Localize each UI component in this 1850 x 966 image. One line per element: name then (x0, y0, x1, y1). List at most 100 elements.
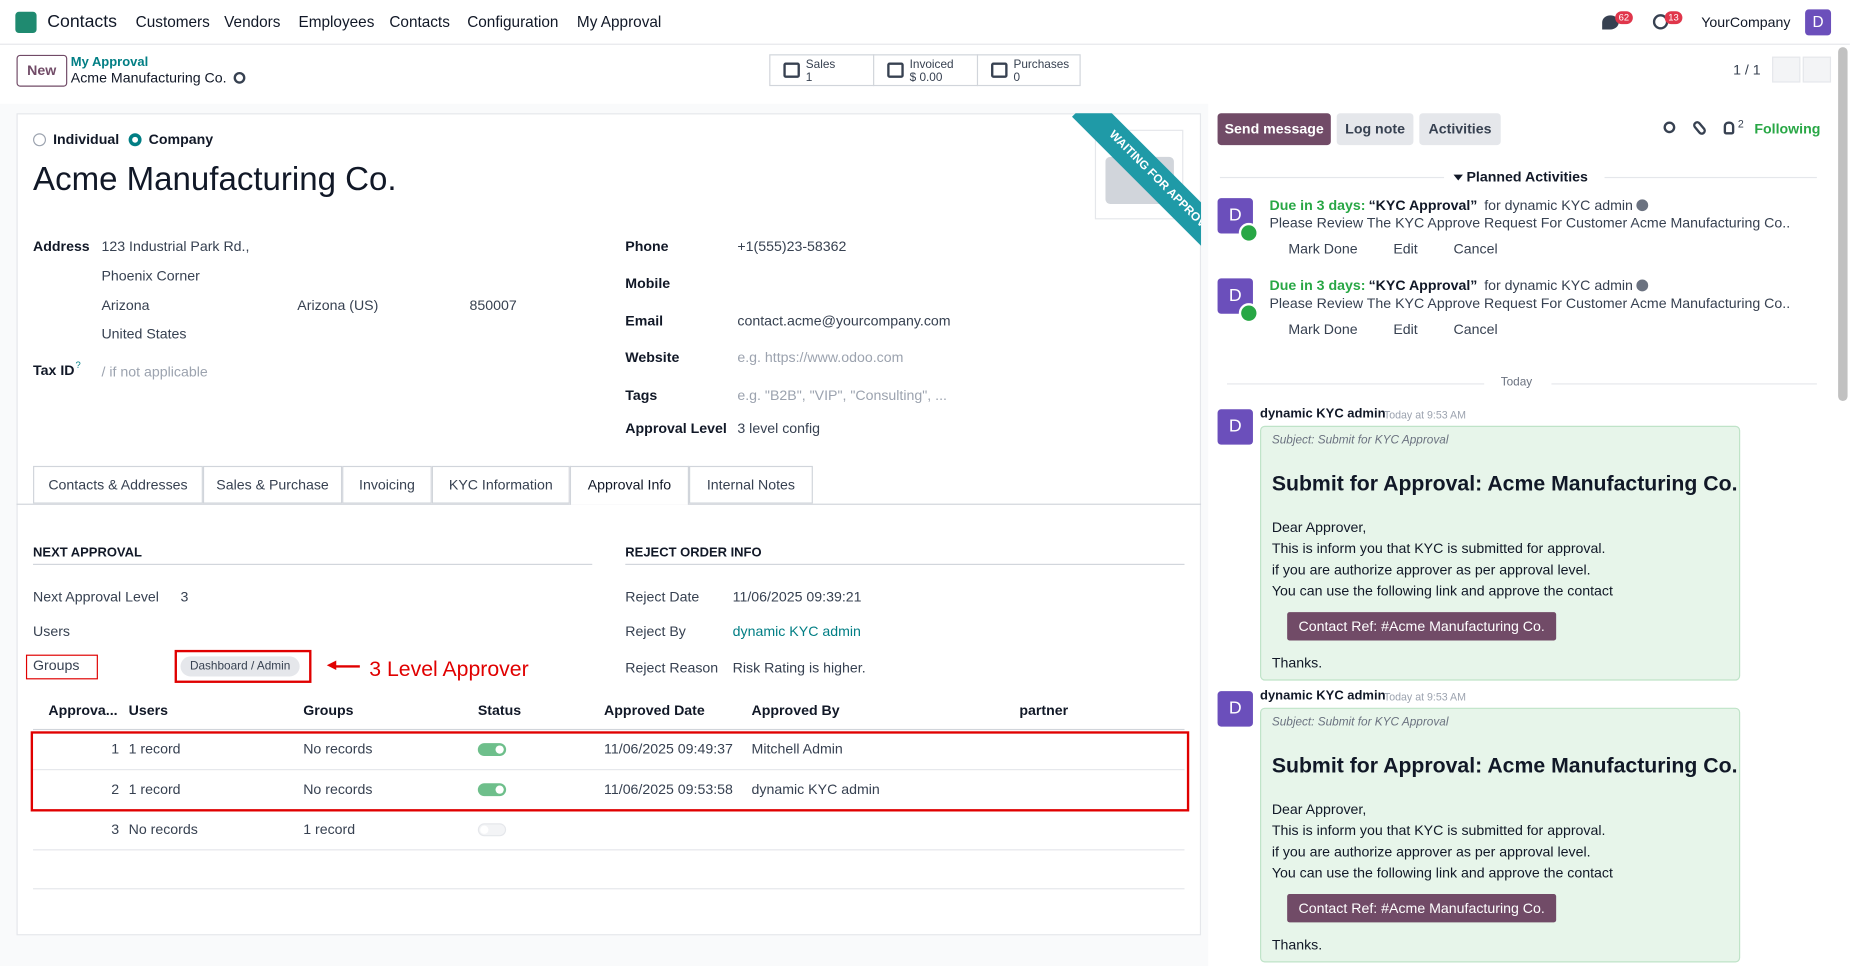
placeholder[interactable]: / if not applicable (101, 363, 208, 380)
column-header[interactable]: Approva... (48, 701, 118, 719)
smart-icon[interactable] (783, 62, 800, 78)
tab-label[interactable]: KYC Information (448, 476, 553, 494)
followers-icon[interactable] (1723, 121, 1735, 135)
user-avatar[interactable]: D (1805, 9, 1832, 36)
search-icon[interactable] (1663, 121, 1676, 134)
placeholder[interactable]: e.g. "B2B", "VIP", "Consulting", ... (737, 386, 947, 404)
message-line: Dear Approver, (1271, 800, 1367, 818)
placeholder[interactable]: e.g. https://www.odoo.com (737, 349, 904, 366)
column-header[interactable]: Users (128, 701, 168, 719)
chatter-button[interactable]: Activities (1428, 120, 1492, 137)
field-value[interactable]: contact.acme@yourcompany.com (737, 312, 951, 330)
pager-prev[interactable] (1772, 56, 1801, 83)
tab-label[interactable]: Invoicing (359, 476, 415, 494)
tab-label[interactable]: Contacts & Addresses (48, 476, 188, 494)
tab[interactable] (431, 465, 570, 504)
radio-label[interactable]: Individual (53, 130, 120, 148)
message-author[interactable]: dynamic KYC admin (1260, 406, 1386, 422)
field-value[interactable]: Phoenix Corner (101, 267, 200, 285)
smart-label[interactable]: Invoiced (909, 58, 954, 72)
activity-action[interactable]: Cancel (1453, 320, 1498, 338)
message-button-bg[interactable] (1287, 612, 1557, 641)
cell[interactable]: No records (128, 820, 198, 838)
cell[interactable]: 1 record (128, 780, 181, 798)
tab-label[interactable]: Internal Notes (706, 476, 796, 494)
activity-action[interactable]: Cancel (1453, 240, 1498, 258)
field-value[interactable]: 123 Industrial Park Rd., (101, 238, 250, 255)
activity-action[interactable]: Mark Done (1288, 240, 1358, 258)
tab[interactable] (202, 465, 343, 504)
tab-label[interactable]: Sales & Purchase (216, 476, 329, 494)
message-author[interactable]: dynamic KYC admin (1260, 688, 1386, 703)
scrollbar[interactable] (1838, 47, 1848, 402)
field-value[interactable]: 3 level config (737, 419, 821, 437)
field-value: Risk Rating is higher. (732, 659, 866, 676)
smart-label[interactable]: Sales (805, 58, 836, 72)
attachment-icon[interactable] (1691, 119, 1708, 137)
field-label: Groups (33, 656, 80, 674)
field-value[interactable]: United States (101, 325, 187, 343)
smart-icon[interactable] (991, 62, 1008, 78)
smart-label[interactable]: Purchases (1013, 58, 1070, 72)
pager-next[interactable] (1802, 56, 1832, 83)
chatter-button[interactable]: Log note (1345, 120, 1405, 137)
column-header[interactable]: Groups (303, 701, 354, 719)
row-line (33, 849, 1185, 851)
pager: 1 / 1 (1733, 61, 1761, 78)
highlight-box (174, 649, 312, 683)
smart-icon[interactable] (887, 62, 904, 78)
menu-item[interactable]: Employees (298, 12, 375, 31)
divider (976, 54, 979, 87)
app-icon[interactable] (15, 11, 37, 34)
following[interactable]: Following (1754, 120, 1821, 137)
status-toggle[interactable] (477, 823, 507, 837)
company-name[interactable]: YourCompany (1701, 14, 1791, 31)
cell[interactable]: No records (303, 740, 373, 758)
planned-title[interactable]: Planned Activities (1466, 168, 1588, 186)
help-icon: ? (75, 359, 81, 371)
radio-label[interactable]: Company (148, 130, 214, 148)
field-value[interactable]: Arizona (US) (297, 297, 379, 314)
chatter-button[interactable]: Send message (1224, 120, 1324, 137)
menu-item[interactable]: Contacts (389, 12, 450, 31)
column-header[interactable]: partner (1019, 701, 1069, 719)
field-value[interactable]: Arizona (101, 297, 150, 314)
activity-action[interactable]: Edit (1393, 320, 1418, 338)
cell[interactable]: No records (303, 780, 373, 798)
field-value[interactable]: dynamic KYC admin (732, 622, 861, 640)
column-header[interactable]: Approved Date (604, 701, 705, 719)
status-toggle[interactable] (477, 743, 507, 757)
tab[interactable] (33, 465, 203, 504)
breadcrumb[interactable]: My Approval (70, 55, 149, 70)
activity-action[interactable]: Edit (1393, 240, 1418, 258)
status-toggle[interactable] (477, 783, 507, 797)
settings-gear[interactable] (233, 71, 246, 84)
smart-value[interactable]: 1 (805, 71, 813, 85)
tag[interactable]: Dashboard / Admin (180, 656, 300, 677)
tab-label[interactable]: Approval Info (587, 476, 672, 494)
message-button[interactable]: Contact Ref: #Acme Manufacturing Co. (1298, 899, 1545, 917)
field-value[interactable]: 850007 (469, 297, 517, 314)
cell[interactable]: 1 record (303, 820, 356, 838)
menu-item[interactable]: Configuration (467, 12, 559, 31)
menu-item[interactable]: My Approval (576, 12, 662, 31)
messages-icon[interactable] (1602, 15, 1619, 30)
menu-item[interactable]: Vendors (224, 12, 281, 31)
message-button-bg[interactable] (1287, 894, 1557, 923)
app-name[interactable]: Contacts (47, 11, 118, 32)
cell[interactable]: 1 record (128, 740, 181, 758)
menu-item[interactable]: Customers (135, 12, 210, 31)
smart-value[interactable]: $ 0.00 (909, 71, 943, 85)
tab[interactable] (689, 465, 813, 504)
tab[interactable] (569, 465, 690, 505)
column-header[interactable]: Approved By (751, 701, 840, 719)
tab[interactable] (342, 465, 432, 504)
new-button[interactable]: New (16, 54, 67, 87)
field-value[interactable]: +1(555)23-58362 (737, 238, 847, 255)
radio[interactable] (128, 133, 142, 147)
activity-action[interactable]: Mark Done (1288, 320, 1358, 338)
message-button[interactable]: Contact Ref: #Acme Manufacturing Co. (1298, 618, 1545, 635)
radio[interactable] (33, 133, 47, 147)
smart-value[interactable]: 0 (1013, 71, 1021, 85)
column-header[interactable]: Status (477, 701, 522, 719)
